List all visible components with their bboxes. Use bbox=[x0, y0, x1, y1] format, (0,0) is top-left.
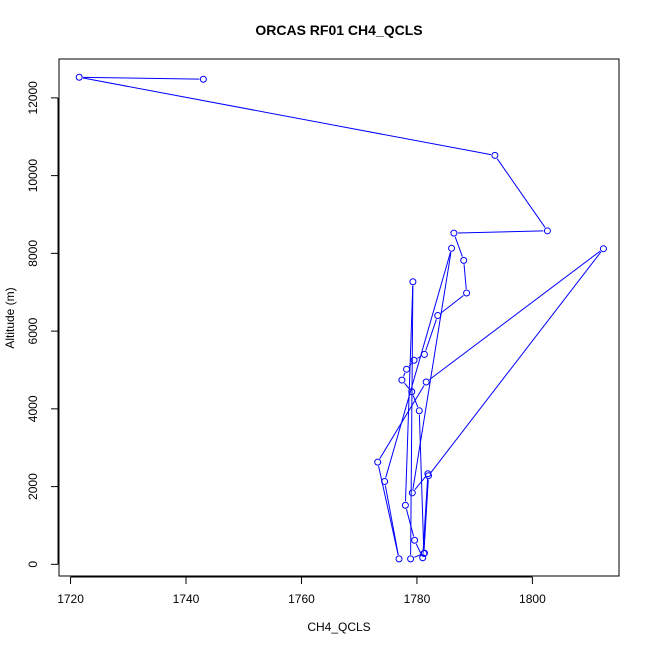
x-axis: 1720 1740 1760 1780 1800 bbox=[57, 576, 546, 606]
y-tick-label: 10000 bbox=[26, 159, 40, 193]
y-axis-label: Altitude (m) bbox=[3, 287, 17, 348]
data-point bbox=[415, 407, 423, 415]
series-line-segment bbox=[83, 77, 492, 156]
data-point bbox=[408, 388, 416, 396]
data-point bbox=[420, 549, 428, 557]
series-line-segment bbox=[404, 382, 410, 390]
data-point bbox=[199, 75, 207, 83]
series-line-segment bbox=[384, 485, 399, 556]
series-line-segment bbox=[412, 395, 419, 408]
x-tick-label: 1740 bbox=[173, 592, 200, 606]
y-tick-label: 6000 bbox=[26, 317, 40, 344]
series-layer bbox=[75, 73, 607, 563]
data-point bbox=[408, 489, 416, 497]
x-axis-label: CH4_QCLS bbox=[307, 620, 370, 634]
series-line-segment bbox=[83, 76, 200, 80]
data-point bbox=[448, 244, 456, 252]
data-point bbox=[75, 73, 83, 81]
data-point bbox=[599, 245, 607, 253]
y-tick-label: 4000 bbox=[26, 395, 40, 422]
x-tick-label: 1760 bbox=[288, 592, 315, 606]
series-line-segment bbox=[423, 479, 429, 550]
series-line-segment bbox=[412, 252, 452, 489]
data-point bbox=[410, 356, 418, 364]
series-line-segment bbox=[414, 554, 421, 558]
data-point bbox=[401, 501, 409, 509]
data-point bbox=[491, 151, 499, 159]
data-point bbox=[424, 470, 432, 478]
data-point bbox=[420, 350, 428, 358]
series-line-segment bbox=[429, 250, 601, 381]
chart-title: ORCAS RF01 CH4_QCLS bbox=[255, 22, 422, 38]
series-line-segment bbox=[496, 158, 546, 228]
data-point bbox=[450, 229, 458, 237]
series-line-segment bbox=[410, 285, 414, 555]
data-point bbox=[422, 378, 430, 386]
data-point bbox=[543, 227, 551, 235]
series-line-segment bbox=[403, 372, 406, 377]
y-tick-label: 12000 bbox=[26, 81, 40, 115]
data-point bbox=[403, 365, 411, 373]
data-point bbox=[411, 536, 419, 544]
series-line-segment bbox=[405, 508, 415, 537]
series-line-segment bbox=[422, 477, 429, 554]
data-point bbox=[434, 312, 442, 320]
data-point bbox=[407, 555, 415, 563]
data-point bbox=[395, 555, 403, 563]
x-tick-label: 1780 bbox=[404, 592, 431, 606]
data-point bbox=[409, 278, 417, 286]
y-tick-label: 2000 bbox=[26, 473, 40, 500]
series-line-segment bbox=[385, 252, 451, 478]
data-point bbox=[463, 289, 471, 297]
y-tick-label: 8000 bbox=[26, 240, 40, 267]
series-line-segment bbox=[415, 543, 422, 555]
data-point bbox=[419, 554, 427, 562]
x-tick-label: 1720 bbox=[57, 592, 84, 606]
data-point bbox=[381, 478, 389, 486]
data-point bbox=[398, 376, 406, 384]
series-line-segment bbox=[430, 251, 602, 473]
series-line-segment bbox=[454, 236, 463, 257]
series-line-segment bbox=[463, 264, 467, 290]
series-line-segment bbox=[425, 319, 437, 351]
series-line-segment bbox=[414, 476, 426, 491]
series-line-segment bbox=[457, 230, 544, 234]
data-point bbox=[460, 256, 468, 264]
x-tick-label: 1800 bbox=[519, 592, 546, 606]
series-line-segment bbox=[440, 295, 464, 314]
y-axis: 0 2000 4000 6000 8000 10000 12000 bbox=[26, 81, 59, 568]
y-tick-label: 0 bbox=[26, 561, 40, 568]
series-line-segment bbox=[378, 465, 399, 556]
plot-area-frame bbox=[58, 58, 620, 577]
data-point bbox=[374, 458, 382, 466]
